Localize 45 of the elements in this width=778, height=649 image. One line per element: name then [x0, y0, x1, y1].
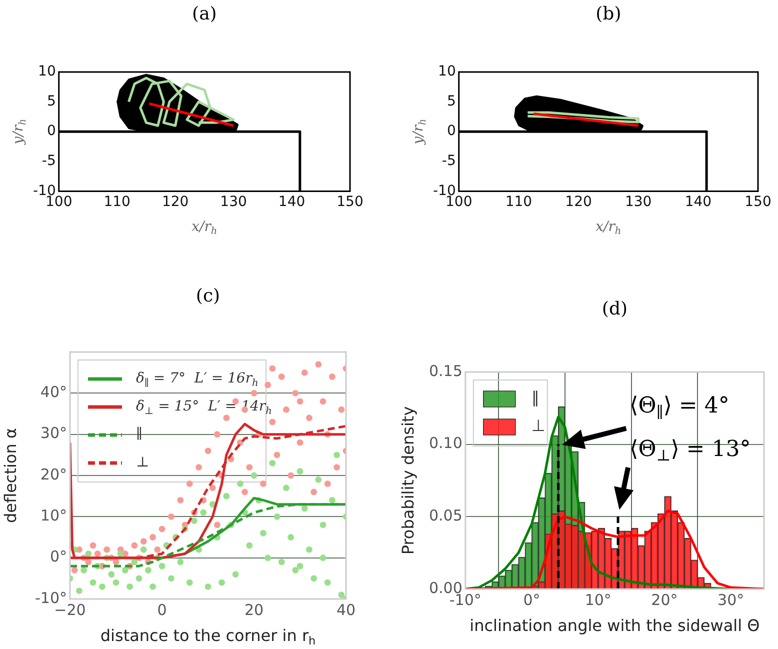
- x-tick-label: 130: [220, 194, 247, 210]
- y-tick-label: 0: [446, 123, 456, 140]
- chart-title: (d): [602, 298, 628, 320]
- y-tick-label: 20°: [40, 465, 67, 484]
- y-tick-label: -5: [42, 153, 56, 170]
- y-tick-label: 30°: [40, 424, 67, 442]
- y-axis-title: Probability density: [398, 406, 418, 555]
- x-tick-label: 10°: [584, 590, 612, 609]
- x-tick-label: 0: [157, 600, 167, 619]
- x-tick-label: 120: [565, 194, 592, 210]
- y-tick-label: 0.10: [428, 434, 462, 452]
- y-tick-label: 0: [46, 123, 56, 140]
- chart-title: (b): [596, 4, 622, 25]
- x-tick-label: 30°: [718, 590, 744, 609]
- y-tick-label: 5: [446, 93, 456, 110]
- y-axis-title: deflection α: [1, 428, 20, 523]
- legend-label: ∥: [531, 388, 540, 408]
- x-axis-title: inclination angle with the sidewall Θ: [470, 616, 760, 636]
- x-tick-label: 20°: [651, 590, 678, 609]
- y-tick-label: 0°: [50, 548, 67, 566]
- y-tick-label: 10°: [40, 506, 67, 525]
- y-tick-label: 0.05: [428, 506, 462, 525]
- x-tick-label: 110: [104, 194, 130, 210]
- y-axis-title: y/rh: [10, 118, 29, 146]
- x-tick-label: 110: [505, 194, 532, 210]
- x-tick-label: 20: [244, 600, 264, 619]
- x-tick-label: 120: [162, 194, 189, 210]
- y-tick-label: -5: [442, 153, 456, 170]
- x-tick-label: 150: [744, 194, 772, 210]
- x-tick-label: 0°: [523, 590, 540, 609]
- x-tick-label: 40: [336, 600, 356, 619]
- x-tick-label: 130: [624, 194, 652, 210]
- x-tick-label: 150: [336, 194, 364, 210]
- chart-title: (a): [192, 4, 217, 25]
- legend-label: ⊥: [531, 416, 546, 436]
- y-axis-title: y/rh: [410, 118, 429, 146]
- chart-title: (c): [196, 286, 220, 307]
- legend-label: ⊥: [136, 454, 150, 471]
- y-tick-label: 40°: [40, 383, 67, 402]
- y-tick-label: 10: [38, 64, 56, 80]
- y-tick-label: 10: [438, 64, 456, 80]
- x-tick-label: 140: [684, 194, 712, 210]
- y-tick-label: 5: [46, 93, 56, 110]
- x-tick-label: 140: [278, 194, 306, 210]
- y-tick-label: 0.15: [428, 362, 462, 380]
